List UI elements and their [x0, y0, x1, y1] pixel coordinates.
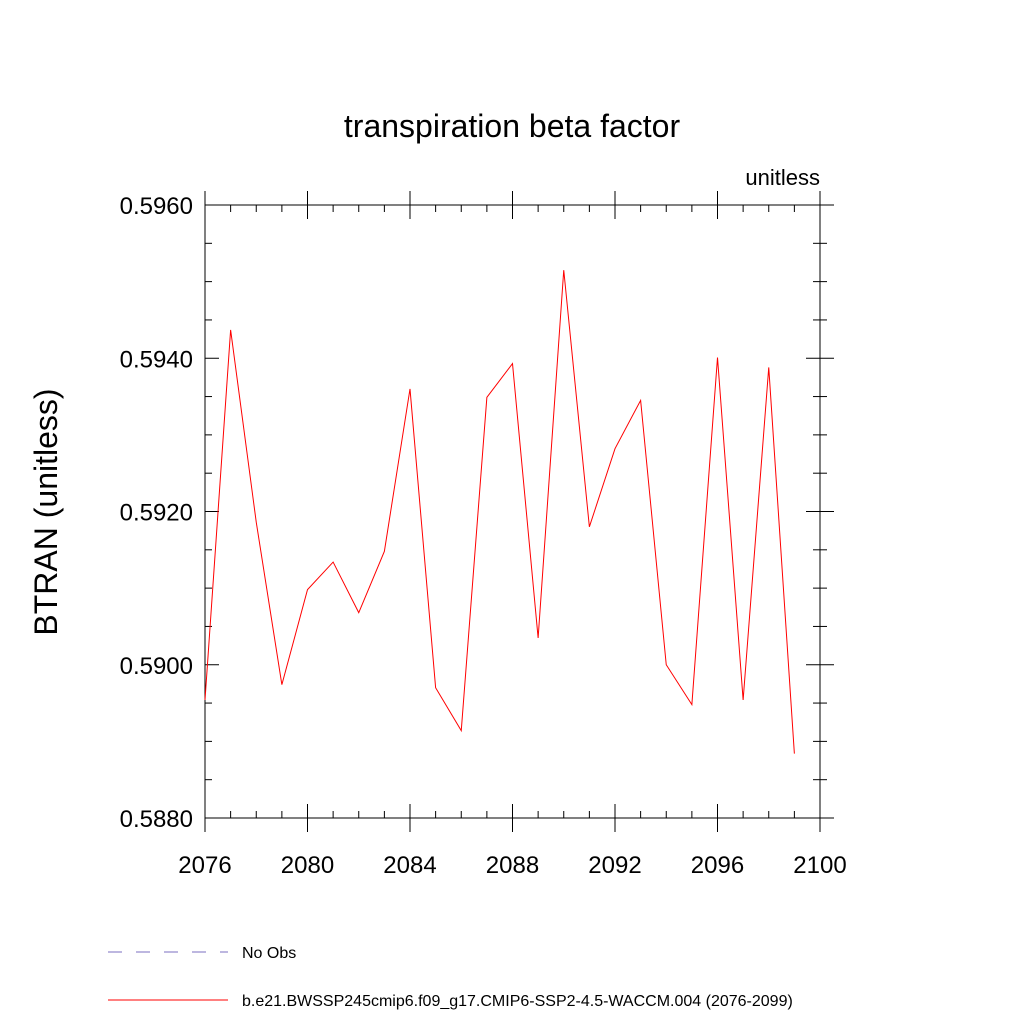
- chart-title: transpiration beta factor: [344, 108, 681, 144]
- x-tick-label: 2096: [691, 852, 744, 879]
- y-tick-label: 0.5920: [120, 500, 193, 527]
- x-tick-label: 2100: [793, 852, 846, 879]
- x-tick-label: 2092: [588, 852, 641, 879]
- x-tick-label: 2084: [383, 852, 436, 879]
- plot-frame: [204, 204, 821, 819]
- y-tick-label: 0.5960: [120, 193, 193, 220]
- data-line: [204, 270, 795, 754]
- chart-subtitle: unitless: [745, 165, 820, 190]
- x-tick-label: 2076: [178, 852, 231, 879]
- y-axis-label: BTRAN (unitless): [28, 388, 64, 635]
- y-tick-label: 0.5880: [120, 806, 193, 833]
- y-tick-label: 0.5900: [120, 653, 193, 680]
- x-tick-label: 2080: [281, 852, 334, 879]
- legend-label: b.e21.BWSSP245cmip6.f09_g17.CMIP6-SSP2-4…: [242, 993, 793, 1010]
- x-tick-label: 2088: [486, 852, 539, 879]
- y-tick-label: 0.5940: [120, 346, 193, 373]
- legend-label: No Obs: [242, 945, 296, 962]
